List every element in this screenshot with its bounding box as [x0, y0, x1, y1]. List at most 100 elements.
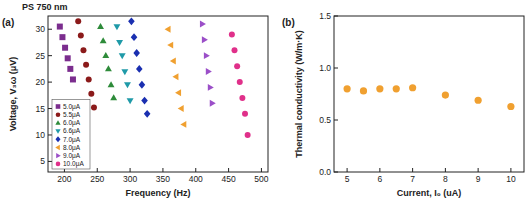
legend-label: 5.0μA [63, 103, 81, 111]
y-tick-label: 20 [36, 77, 46, 87]
data-point [170, 57, 176, 64]
data-point [88, 91, 94, 97]
data-point [75, 18, 81, 24]
plot-frame [334, 16, 524, 172]
data-point [136, 65, 143, 73]
x-tick-label: 500 [254, 174, 268, 184]
data-point [124, 82, 131, 88]
data-point [141, 97, 148, 105]
x-tick [228, 168, 229, 172]
data-point [237, 79, 243, 85]
y-tick-label: 5 [40, 156, 45, 166]
y-tick-label: 0.5 [319, 115, 331, 125]
data-point [393, 85, 400, 92]
data-point [119, 53, 126, 59]
x-tick [478, 168, 479, 172]
plot-frame [48, 16, 268, 172]
data-point [139, 81, 146, 89]
data-point [144, 110, 151, 118]
x-tick [347, 168, 348, 172]
data-point [80, 47, 86, 53]
y-axis-label: Voltage, V₃ω (μV) [8, 57, 18, 132]
x-tick-label: 350 [156, 174, 170, 184]
y-tick [334, 68, 338, 69]
legend-marker [55, 120, 60, 125]
x-tick [445, 168, 446, 172]
y-axis-label: Thermal conductivity (W/m·K) [294, 30, 304, 158]
data-point [108, 81, 115, 87]
legend-label: 6.0μA [63, 119, 81, 127]
data-point [86, 76, 92, 82]
data-point [208, 84, 214, 91]
data-point [67, 66, 73, 72]
data-point [442, 91, 449, 98]
data-point [239, 95, 245, 101]
legend-label: 8.0μA [63, 144, 81, 152]
y-tick-label: 1.0 [319, 63, 331, 73]
x-tick [130, 168, 131, 172]
panel: PS 750 nm(a)2002503003504004505005101520… [2, 2, 269, 198]
data-point [175, 89, 181, 96]
panel-label: (b) [282, 17, 295, 28]
data-point [229, 32, 235, 38]
data-point [178, 105, 184, 112]
x-tick-label: 8 [443, 174, 448, 184]
x-tick-label: 250 [90, 174, 104, 184]
y-tick-label: 10 [36, 130, 46, 140]
data-point [242, 111, 248, 117]
data-point [172, 73, 178, 80]
data-point [180, 121, 186, 128]
legend-marker [55, 129, 60, 134]
legend-marker [56, 104, 61, 109]
data-point [102, 52, 109, 58]
data-point [133, 49, 140, 57]
panel: (b)56789100.00.51.01.5Current, I₀ (uA)Th… [282, 11, 524, 198]
data-point [128, 17, 135, 25]
legend-marker [56, 153, 61, 158]
data-point [78, 33, 84, 39]
y-tick [48, 108, 52, 109]
data-point [110, 94, 117, 100]
data-point [165, 26, 171, 33]
data-point [65, 55, 71, 61]
legend-marker [55, 136, 60, 142]
x-tick-label: 6 [377, 174, 382, 184]
data-point [200, 20, 206, 27]
data-point [167, 42, 173, 49]
x-tick-label: 7 [410, 174, 415, 184]
x-tick [510, 168, 511, 172]
figure: PS 750 nm(a)2002503003504004505005101520… [0, 0, 532, 204]
x-tick [162, 168, 163, 172]
data-point [204, 52, 210, 59]
data-point [114, 24, 121, 30]
data-point [202, 36, 208, 43]
x-axis-label: Frequency (Hz) [125, 188, 190, 198]
data-point [116, 40, 123, 46]
y-tick [48, 55, 52, 56]
data-group [344, 84, 515, 110]
data-point [83, 62, 89, 68]
data-point [234, 63, 240, 69]
data-point [206, 68, 212, 75]
subtitle: PS 750 nm [22, 2, 68, 12]
data-point [344, 85, 351, 92]
data-point [62, 45, 68, 51]
data-point [121, 69, 128, 75]
y-tick-label: 1.5 [319, 11, 331, 21]
y-tick-label: 0.0 [319, 167, 331, 177]
x-axis-label: Current, I₀ (uA) [397, 188, 462, 198]
x-tick [412, 168, 413, 172]
data-point [70, 76, 76, 82]
y-tick [48, 134, 52, 135]
legend: 5.0μA5.5μA6.0μA6.6μA7.0μA8.0μA9.0μA10.0μ… [52, 99, 90, 169]
data-point [245, 132, 251, 138]
data-point [475, 97, 482, 104]
data-point [59, 34, 65, 40]
x-tick-label: 400 [189, 174, 203, 184]
legend-label: 7.0μA [63, 136, 81, 144]
x-tick [379, 168, 380, 172]
legend-marker [55, 145, 60, 150]
data-point [100, 37, 107, 43]
legend-marker [56, 162, 61, 167]
data-point [105, 65, 112, 71]
